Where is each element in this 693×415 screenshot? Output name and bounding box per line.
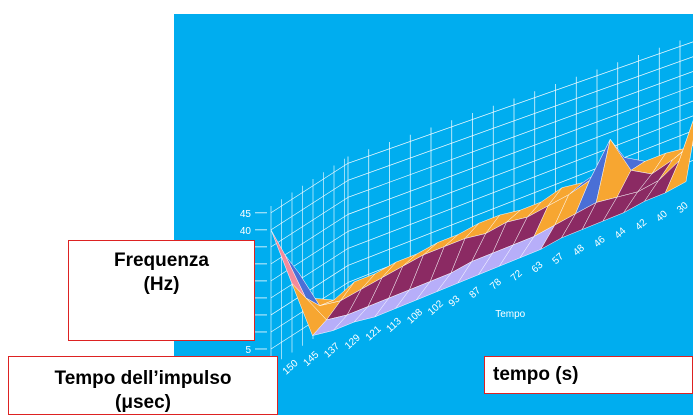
x-tick-label: 48 — [571, 242, 587, 258]
side-gridline-horizontal — [270, 163, 349, 214]
x-tick-label: 121 — [364, 324, 384, 344]
side-gridline-horizontal — [270, 180, 349, 231]
x-tick-label: 93 — [447, 293, 463, 309]
wall-gridline-horizontal — [347, 41, 693, 164]
z-tick-label: 45 — [240, 209, 252, 220]
x-tick-label: 145 — [302, 349, 322, 369]
x-axis-label-line1: Tempo dell’impulso — [54, 368, 232, 389]
side-gridline-horizontal — [270, 197, 349, 248]
surface-chart: 5101520253035404515215014513712912111310… — [240, 40, 693, 386]
wall-gridline-horizontal — [347, 85, 693, 215]
x-tick-label: 113 — [385, 316, 405, 335]
x-tick-label: 46 — [592, 234, 608, 250]
surface — [270, 120, 693, 337]
x-tick-label: 129 — [343, 332, 363, 352]
x-tick-label: 108 — [405, 307, 425, 327]
wall-gridline-horizontal — [347, 56, 693, 181]
x-tick-label: 63 — [530, 259, 546, 275]
wall-gridline-horizontal — [347, 130, 693, 266]
x-tick-label: 72 — [509, 268, 525, 284]
side-gridline-horizontal — [270, 248, 349, 299]
x-tick-label: 102 — [426, 298, 446, 318]
x-tick-label: 30 — [675, 200, 691, 216]
x-tick-label: 42 — [634, 217, 650, 233]
x-tick-label: 137 — [322, 341, 342, 361]
x-axis-label-box: Tempo dell’impulso (μsec) — [8, 356, 278, 415]
x-tick-label: 57 — [551, 251, 567, 267]
wall-gridline-horizontal — [347, 100, 693, 232]
wall-gridline-horizontal — [347, 71, 693, 198]
y-axis-label-box: tempo (s) — [484, 356, 693, 394]
side-wall-grid — [270, 158, 349, 366]
x-tick-label: 40 — [654, 208, 670, 224]
x-tick-label: 87 — [468, 285, 484, 301]
surface-patch — [664, 120, 693, 194]
side-gridline-horizontal — [270, 231, 349, 282]
x-tick-label: 78 — [488, 276, 504, 292]
y-axis-inner-label: Tempo — [495, 309, 525, 320]
z-axis-label-box: Frequenza (Hz) — [68, 240, 255, 341]
surface-patch — [270, 229, 306, 299]
wall-gridline-horizontal — [347, 115, 693, 249]
z-axis-label-line1: Frequenza — [113, 250, 210, 271]
x-tick-label: 44 — [613, 225, 629, 241]
plot-panel: 5101520253035404515215014513712912111310… — [174, 14, 693, 415]
x-axis-label-line2: (μsec) — [115, 392, 171, 413]
z-tick-label: 40 — [240, 226, 252, 237]
z-tick-label: 5 — [245, 345, 251, 356]
x-tick-label: 150 — [281, 358, 301, 378]
z-axis-label-line2: (Hz) — [143, 274, 180, 295]
y-axis-label: tempo (s) — [493, 364, 579, 385]
